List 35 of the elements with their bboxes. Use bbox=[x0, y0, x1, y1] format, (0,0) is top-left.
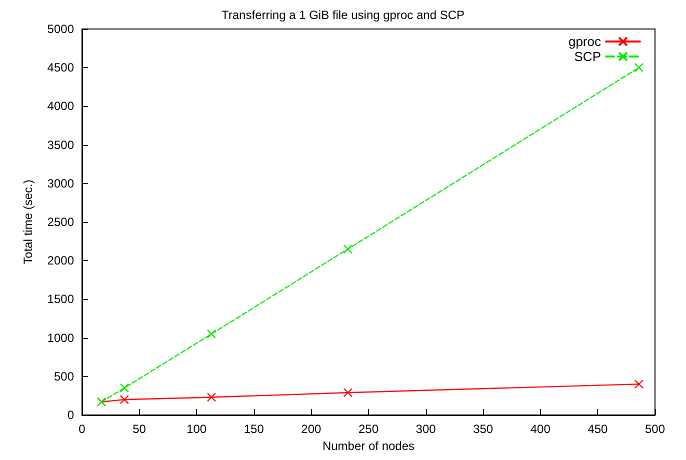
point bbox=[206, 329, 216, 339]
legend-label: gproc bbox=[568, 34, 602, 49]
y-tick-label: 0 bbox=[67, 408, 74, 422]
y-tick-label: 2500 bbox=[47, 215, 74, 229]
y-tick-label: 1500 bbox=[47, 292, 74, 306]
point bbox=[343, 244, 352, 254]
y-tick-label: 1000 bbox=[47, 330, 74, 345]
y-tick-label: 3500 bbox=[47, 138, 74, 152]
point bbox=[120, 383, 129, 393]
y-tick-label: 2000 bbox=[47, 254, 74, 268]
x-tick-label: 0 bbox=[78, 422, 86, 436]
chart-title: Transferring a 1 GiB file using gproc and SCP bbox=[221, 8, 465, 22]
y-tick-label: 500 bbox=[54, 369, 74, 384]
x-tick-label: 150 bbox=[244, 422, 264, 436]
x-axis-title: Number of nodes bbox=[322, 439, 415, 453]
y-axis-title: Total time (sec.) bbox=[21, 180, 35, 264]
point bbox=[634, 63, 644, 72]
x-tick-label: 50 bbox=[132, 422, 146, 436]
x-tick-label: 300 bbox=[416, 422, 436, 436]
y-tick-label: 4000 bbox=[47, 99, 74, 114]
x-tick-label: 450 bbox=[588, 422, 608, 436]
point bbox=[120, 394, 129, 404]
x-tick-label: 100 bbox=[186, 422, 207, 436]
x-tick-label: 250 bbox=[358, 422, 379, 436]
point bbox=[343, 388, 352, 398]
x-tick-label: 400 bbox=[530, 422, 551, 436]
x-tick-label: 350 bbox=[473, 422, 494, 436]
x-tick-label: 500 bbox=[644, 422, 666, 436]
point bbox=[634, 380, 644, 389]
y-tick-label: 3000 bbox=[47, 176, 74, 190]
x-tick-label: 200 bbox=[301, 422, 322, 436]
legend-label: SCP bbox=[574, 49, 601, 64]
point bbox=[206, 392, 216, 402]
y-tick-label: 4500 bbox=[47, 60, 74, 75]
y-tick-label: 5000 bbox=[47, 22, 74, 36]
